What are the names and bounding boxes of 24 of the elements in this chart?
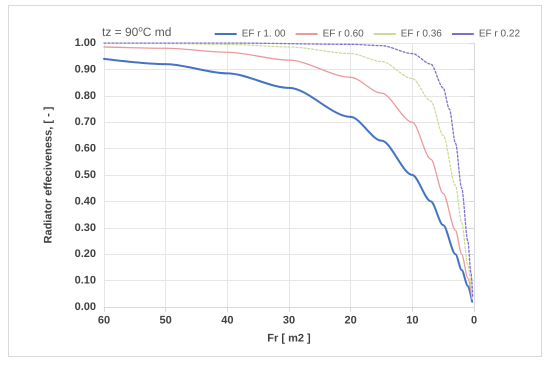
y-tick-label: 0.20 [74,248,96,260]
x-tick-label: 60 [98,314,110,326]
x-axis-title: Fr [ m2 ] [267,332,312,344]
x-tick-label: 40 [221,314,234,326]
y-tick-label: 0.30 [74,222,96,234]
y-axis-title: Radiator effeciveness, [ - ] [42,106,54,244]
y-tick-label: 0.80 [74,90,96,102]
legend-label: EF r 1. 00 [242,28,286,40]
y-tick-label: 1.00 [74,37,96,49]
x-tick-label: 20 [344,314,357,326]
x-tick-label: 30 [282,314,296,326]
y-tick-label: 0.50 [74,169,96,181]
y-tick-label: 0.10 [74,274,96,287]
y-tick-label: 0.60 [74,142,96,155]
x-tick-label: 10 [406,314,418,326]
y-tick-label: 0.00 [74,301,96,313]
y-tick-label: 0.40 [74,195,96,208]
y-tick-label: 0.90 [74,63,96,76]
legend-label: EF r 0.36 [400,28,442,40]
x-tick-label: 0 [470,314,478,326]
legend-label: EF r 0.22 [478,28,520,40]
legend-label: EF r 0.60 [322,28,364,40]
x-tick-label: 50 [160,314,172,326]
y-tick-label: 0.70 [74,116,96,128]
